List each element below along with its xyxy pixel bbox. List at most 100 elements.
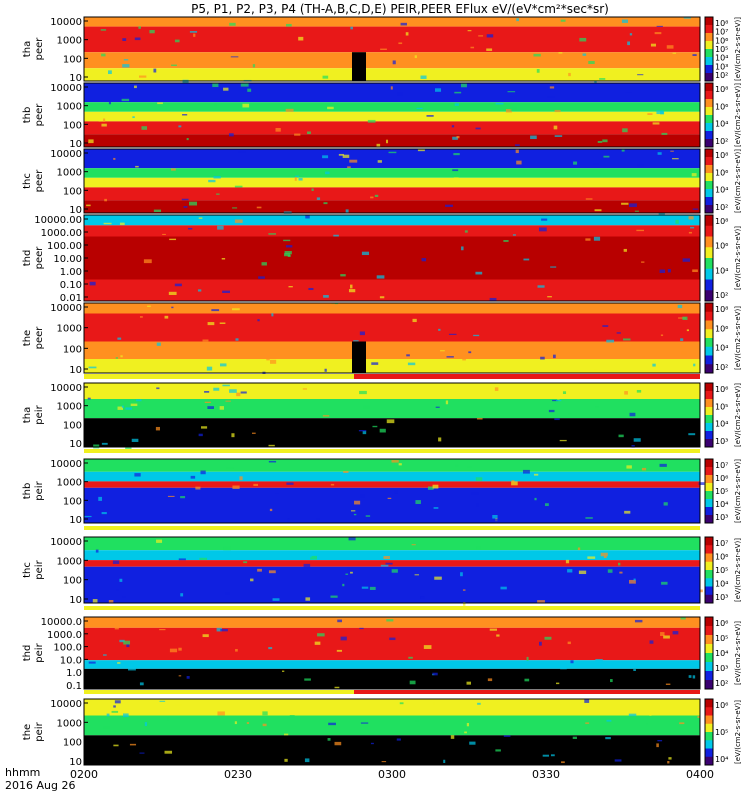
colorbar-frame: [704, 16, 714, 82]
spectrogram-speckle: [261, 262, 267, 266]
y-axis-label-species: peer: [34, 169, 45, 193]
spectrogram-speckle: [234, 219, 243, 223]
spectrogram-speckle: [544, 622, 551, 627]
spectrogram-speckle: [359, 331, 365, 336]
spectrogram-speckle: [204, 401, 211, 404]
spectrogram-speckle: [234, 185, 243, 188]
spectrogram-speckle: [162, 233, 166, 235]
spectrogram-band: [84, 550, 700, 561]
spectrogram-speckle: [466, 722, 470, 727]
spectrogram-speckle: [219, 406, 224, 410]
spectrogram-speckle: [386, 419, 395, 424]
spectrogram-speckle: [169, 238, 177, 241]
spectrogram-speckle: [658, 212, 665, 217]
spectrogram-speckle: [171, 64, 177, 66]
colorbar-tick-label: 10⁸: [715, 19, 728, 28]
spectrogram-speckle: [692, 208, 699, 210]
spectrogram-speckle: [304, 678, 311, 681]
x-tick-label: 0230: [224, 768, 252, 781]
spectrogram-speckle: [365, 515, 371, 517]
colorbar-segment: [705, 553, 713, 563]
spectrogram-speckle: [232, 308, 240, 311]
spectrogram-speckle: [688, 216, 694, 220]
spectrogram-speckle: [593, 236, 601, 241]
spectrogram-speckle: [445, 204, 453, 207]
colorbar-tick-label: 10⁶: [715, 701, 728, 710]
spectrogram-speckle: [358, 430, 367, 432]
spectrogram-speckle: [284, 251, 292, 255]
spectrogram-speckle: [133, 85, 137, 89]
spectrogram-band: [84, 459, 700, 472]
colorbar-frame: [704, 382, 714, 448]
colorbar-tick-label: 10⁴: [715, 344, 728, 353]
colorbar-tick-label: 10⁴: [715, 580, 728, 589]
spectrogram-speckle: [603, 555, 607, 558]
spectrogram-speckle: [558, 52, 563, 54]
spectrogram-speckle: [380, 564, 389, 567]
spectrogram-speckle: [670, 150, 674, 152]
spectrogram-speckle: [383, 556, 390, 559]
spectrogram-speckle: [633, 669, 636, 672]
y-axis-label-probe: tha: [22, 407, 33, 423]
spectrogram-speckle: [206, 366, 213, 371]
spectrogram-band: [84, 68, 700, 81]
spectrogram-speckle: [603, 155, 610, 158]
spectrogram-speckle: [330, 483, 335, 486]
spectrogram-speckle: [252, 64, 256, 68]
spectrogram-speckle: [314, 641, 321, 645]
spectrogram-speckle: [629, 412, 636, 417]
spectrogram-speckle: [636, 389, 642, 393]
spectrogram-speckle: [557, 396, 560, 400]
y-tick-label: 10000: [50, 303, 82, 314]
spectrogram-speckle: [114, 627, 119, 630]
spectrogram-speckle: [636, 229, 645, 232]
spectrogram-speckle: [610, 679, 613, 683]
colorbar-unit-label: [eV/(cm2-s-sr-eV)]: [734, 538, 742, 602]
spectrogram-speckle: [599, 78, 606, 80]
spectrogram-speckle: [467, 30, 472, 32]
spectrogram-speckle: [121, 405, 124, 408]
spectrogram-speckle: [391, 460, 399, 463]
colorbar-segment: [705, 33, 713, 42]
spectrogram-speckle: [88, 661, 96, 664]
spectrogram-speckle: [466, 681, 472, 685]
spectrogram-band: [84, 359, 700, 373]
spectrogram-speckle: [453, 177, 459, 181]
spectrogram-speckle: [156, 342, 161, 346]
spectrogram-speckle: [283, 239, 291, 242]
spectrogram-speckle: [123, 713, 129, 718]
spectrogram-speckle: [647, 113, 653, 115]
spectrogram-speckle: [523, 258, 530, 261]
spectrogram-band: [84, 660, 700, 669]
spectrogram-band: [84, 149, 700, 169]
colorbar-segment: [705, 748, 713, 758]
spectrogram-speckle: [606, 339, 615, 343]
y-tick-label: 100: [63, 344, 82, 355]
spectrogram-speckle: [100, 29, 107, 31]
spectrogram-speckle: [399, 702, 404, 705]
spectrogram-speckle: [348, 289, 356, 293]
spectrogram-speckle: [631, 445, 635, 448]
y-tick-label: 100: [63, 54, 82, 65]
spectrogram-speckle: [360, 494, 366, 498]
spectrogram-band: [84, 83, 700, 103]
spectrogram-speckle: [230, 56, 239, 58]
spectrogram-speckle: [242, 103, 250, 108]
spectrogram-speckle: [334, 741, 342, 746]
spectrogram-speckle: [446, 356, 454, 358]
colorbar-tick-label: 10⁶: [715, 242, 728, 251]
spectrogram-speckle: [594, 406, 600, 409]
spectrogram-speckle: [247, 88, 252, 92]
colorbar-tick-label: 10²: [715, 363, 728, 372]
spectrogram-speckle: [208, 179, 216, 183]
spectrogram-speckle: [652, 363, 656, 367]
spectrogram-speckle: [675, 219, 679, 224]
spectrogram-speckle: [634, 619, 643, 623]
x-tick-label: 0400: [686, 768, 714, 781]
spectrogram-speckle: [268, 647, 273, 650]
colorbar-segment: [705, 65, 713, 74]
spectrogram-speckle: [181, 198, 189, 201]
spectrogram-speckle: [144, 722, 148, 727]
spectrogram-speckle: [454, 91, 462, 94]
spectrogram-speckle: [141, 126, 148, 130]
